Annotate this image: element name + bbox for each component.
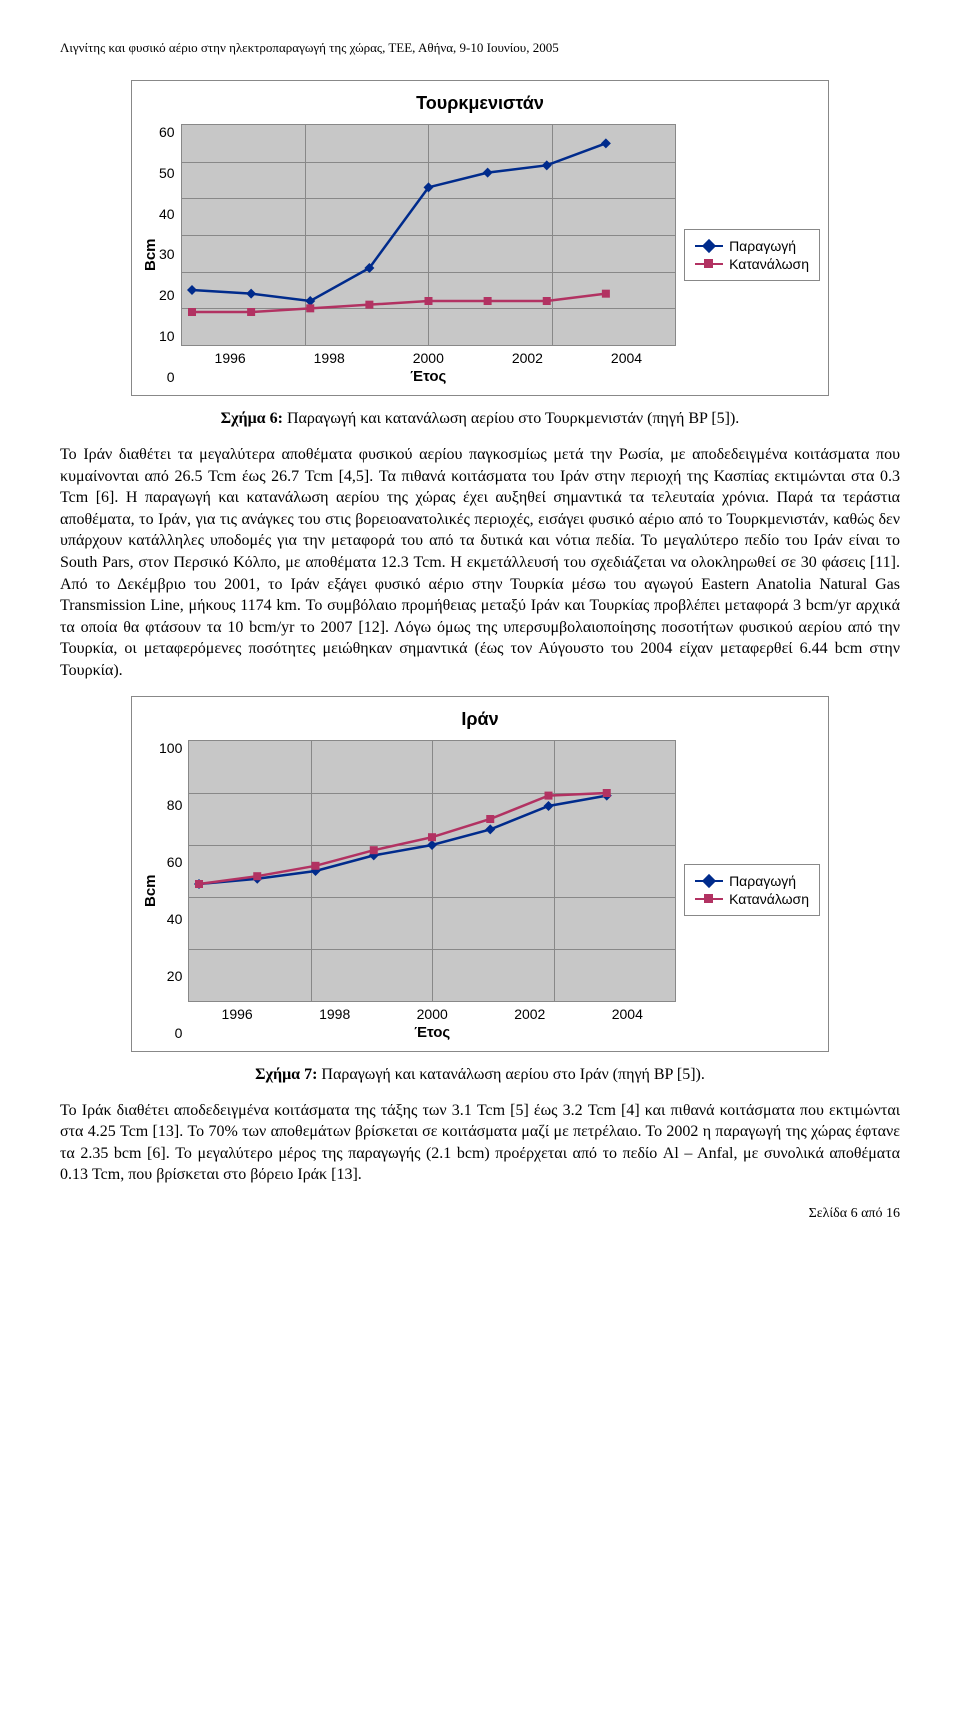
caption-fig7: Σχήμα 7: Παραγωγή και κατανάλωση αερίου … (60, 1066, 900, 1084)
chart-iran: Ιράν Bcm 100806040200 199619982000200220… (131, 696, 829, 1052)
chart1-plot (181, 124, 676, 346)
chart-turkmenistan: Τουρκμενιστάν Bcm 6050403020100 19961998… (131, 80, 829, 396)
caption6-bold: Σχήμα 6: (221, 410, 283, 427)
legend2-production: Παραγωγή (695, 873, 809, 889)
chart2-y-label: Bcm (140, 740, 159, 1041)
chart1-title: Τουρκμενιστάν (140, 93, 820, 114)
paragraph-1: Το Ιράν διαθέτει τα μεγαλύτερα αποθέματα… (60, 444, 900, 682)
chart1-y-ticks: 6050403020100 (159, 124, 181, 385)
legend-consumption: Κατανάλωση (695, 256, 809, 272)
caption7-text: Παραγωγή και κατανάλωση αερίου στο Ιράν … (317, 1066, 704, 1083)
chart2-plot (188, 740, 676, 1002)
page-header: Λιγνίτης και φυσικό αέριο στην ηλεκτροπα… (60, 40, 900, 56)
caption-fig6: Σχήμα 6: Παραγωγή και κατανάλωση αερίου … (60, 410, 900, 428)
chart1-y-label: Bcm (140, 124, 159, 385)
caption7-bold: Σχήμα 7: (255, 1066, 317, 1083)
chart1-x-label: Έτος (181, 368, 676, 385)
chart2-y-ticks: 100806040200 (159, 740, 188, 1041)
chart2-x-label: Έτος (188, 1024, 676, 1041)
chart2-legend: Παραγωγή Κατανάλωση (684, 864, 820, 916)
page-footer: Σελίδα 6 από 16 (60, 1206, 900, 1222)
legend-production: Παραγωγή (695, 238, 809, 254)
chart2-title: Ιράν (140, 709, 820, 730)
chart1-x-ticks: 19961998200020022004 (181, 350, 676, 366)
legend2-prod-label: Παραγωγή (729, 873, 796, 889)
legend2-cons-label: Κατανάλωση (729, 891, 809, 907)
legend2-consumption: Κατανάλωση (695, 891, 809, 907)
chart2-x-ticks: 19961998200020022004 (188, 1006, 676, 1022)
chart1-legend: Παραγωγή Κατανάλωση (684, 229, 820, 281)
caption6-text: Παραγωγή και κατανάλωση αερίου στο Τουρκ… (283, 410, 739, 427)
legend-cons-label: Κατανάλωση (729, 256, 809, 272)
legend-prod-label: Παραγωγή (729, 238, 796, 254)
paragraph-2: Το Ιράκ διαθέτει αποδεδειγμένα κοιτάσματ… (60, 1100, 900, 1186)
